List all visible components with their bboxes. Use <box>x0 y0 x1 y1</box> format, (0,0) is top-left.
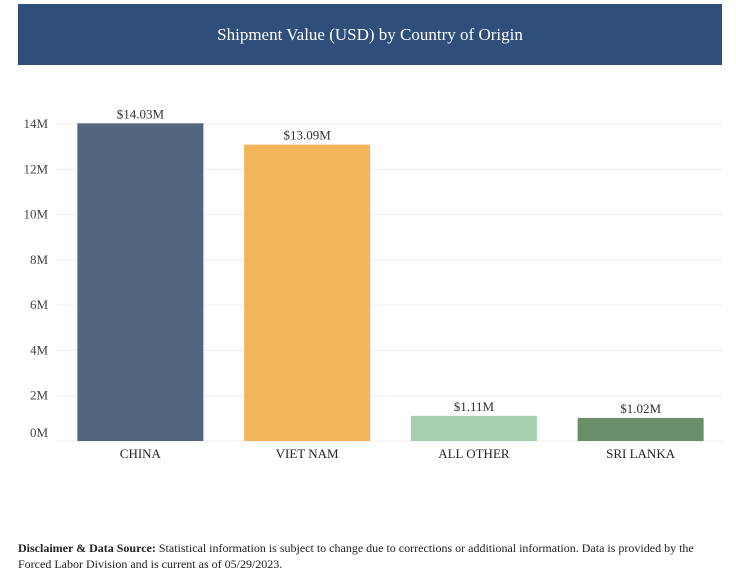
x-tick-label: VIET NAM <box>276 446 339 461</box>
disclaimer: Disclaimer & Data Source: Statistical in… <box>18 540 722 572</box>
data-label: $1.02M <box>620 401 661 416</box>
y-tick-label: 10M <box>23 207 48 222</box>
y-tick-label: 12M <box>23 161 48 176</box>
bar-china <box>77 123 204 442</box>
y-tick-label: 0M <box>30 425 49 440</box>
disclaimer-text: Statistical information is subject to ch… <box>18 541 694 571</box>
data-label: $1.11M <box>454 399 495 414</box>
data-label: $14.03M <box>117 106 165 121</box>
bar-all-other <box>410 415 537 441</box>
bar-chart: 0M 2M 4M 6M 8M 10M 12M 14M $14.03M CHINA $13.09M VI… <box>23 106 722 461</box>
x-tick-label: CHINA <box>120 446 162 461</box>
y-tick-label: 14M <box>23 116 48 131</box>
y-tick-label: 8M <box>30 252 49 267</box>
chart-title-bar: Shipment Value (USD) by Country of Origi… <box>18 4 722 65</box>
bar-sri-lanka <box>577 417 704 441</box>
x-tick-label: ALL OTHER <box>438 446 510 461</box>
data-label: $13.09M <box>283 128 331 143</box>
y-tick-label: 6M <box>30 297 49 312</box>
disclaimer-label: Disclaimer & Data Source: <box>18 541 156 555</box>
y-tick-label: 4M <box>30 342 49 357</box>
x-tick-label: SRI LANKA <box>606 446 676 461</box>
bar-viet-nam <box>244 144 371 442</box>
y-tick-label: 2M <box>30 388 49 403</box>
chart-title: Shipment Value (USD) by Country of Origi… <box>217 24 523 44</box>
